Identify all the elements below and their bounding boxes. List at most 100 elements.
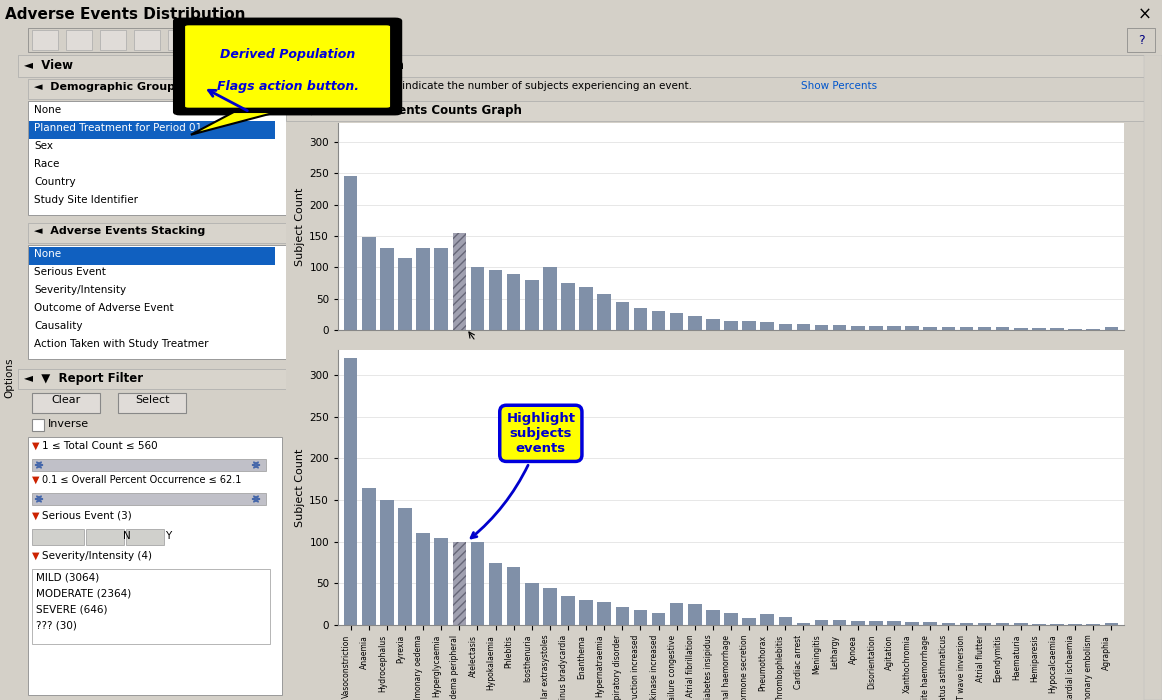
- Bar: [286, 55, 1145, 77]
- Bar: [1032, 624, 1046, 625]
- Text: ◄  View: ◄ View: [24, 59, 73, 72]
- Bar: [507, 567, 521, 625]
- Bar: [236, 30, 261, 50]
- Text: Action Taken with Study Treatmer: Action Taken with Study Treatmer: [34, 339, 208, 349]
- Text: Serious Event: Serious Event: [34, 267, 106, 277]
- Bar: [1127, 28, 1155, 52]
- Text: MODERATE (2364): MODERATE (2364): [36, 589, 131, 599]
- Text: Study Site Identifier: Study Site Identifier: [34, 195, 138, 205]
- Bar: [28, 101, 286, 215]
- Bar: [338, 30, 364, 50]
- Bar: [66, 30, 92, 50]
- Bar: [1086, 329, 1100, 330]
- Text: Outcome of Adverse Event: Outcome of Adverse Event: [34, 303, 173, 313]
- Bar: [941, 622, 955, 625]
- Bar: [363, 237, 375, 330]
- Bar: [435, 538, 449, 625]
- Bar: [941, 327, 955, 330]
- Bar: [706, 318, 719, 330]
- Text: Flags action button.: Flags action button.: [216, 80, 359, 93]
- Bar: [1014, 623, 1027, 625]
- Bar: [833, 325, 846, 330]
- Bar: [304, 30, 330, 50]
- Text: Serious Event (3): Serious Event (3): [42, 511, 131, 521]
- Bar: [760, 322, 774, 330]
- Bar: [1032, 328, 1046, 330]
- FancyBboxPatch shape: [185, 25, 390, 108]
- Text: Planned Treatment for Period 01: Planned Treatment for Period 01: [34, 123, 202, 133]
- Bar: [760, 614, 774, 625]
- Bar: [28, 223, 286, 243]
- Bar: [168, 30, 194, 50]
- Text: Sex: Sex: [34, 141, 53, 151]
- Text: ◄  ▼  Adverse Events Counts Graph: ◄ ▼ Adverse Events Counts Graph: [290, 104, 522, 117]
- Bar: [724, 612, 738, 625]
- Bar: [435, 248, 449, 330]
- Bar: [924, 327, 937, 330]
- Text: ??? (30): ??? (30): [36, 621, 77, 631]
- Bar: [1050, 624, 1063, 625]
- Bar: [33, 569, 270, 644]
- Bar: [851, 326, 865, 330]
- Bar: [996, 328, 1010, 330]
- Bar: [688, 604, 702, 625]
- Bar: [399, 258, 411, 330]
- Bar: [33, 30, 58, 50]
- Bar: [633, 308, 647, 330]
- Bar: [1050, 328, 1063, 330]
- Bar: [743, 321, 756, 330]
- Text: Adverse Events Distribution: Adverse Events Distribution: [5, 7, 245, 22]
- Text: ◄  Demographic Grouping: ◄ Demographic Grouping: [34, 82, 194, 92]
- Bar: [851, 621, 865, 625]
- Bar: [452, 542, 466, 625]
- Bar: [797, 323, 810, 330]
- Bar: [652, 612, 666, 625]
- Bar: [960, 327, 974, 330]
- Bar: [416, 248, 430, 330]
- Text: SEVERE (646): SEVERE (646): [36, 605, 108, 615]
- Bar: [452, 233, 466, 330]
- Bar: [86, 529, 124, 545]
- Bar: [28, 437, 282, 695]
- Text: Clear: Clear: [51, 395, 80, 405]
- Bar: [597, 602, 611, 625]
- Bar: [869, 326, 883, 330]
- Bar: [17, 55, 286, 77]
- Text: ▼: ▼: [33, 441, 40, 451]
- Bar: [33, 493, 266, 505]
- Bar: [669, 313, 683, 330]
- Bar: [525, 583, 538, 625]
- Bar: [977, 622, 991, 625]
- Bar: [507, 274, 521, 330]
- Bar: [743, 618, 756, 625]
- Text: Select: Select: [135, 395, 170, 405]
- Bar: [1105, 623, 1118, 625]
- Bar: [286, 101, 1145, 121]
- Bar: [1014, 328, 1027, 330]
- Bar: [380, 500, 394, 625]
- Text: Highlight
subjects
events: Highlight subjects events: [471, 412, 575, 538]
- Bar: [33, 419, 44, 431]
- Bar: [202, 30, 228, 50]
- Bar: [344, 358, 358, 625]
- Bar: [33, 529, 84, 545]
- Text: 0.1 ≤ Overall Percent Occurrence ≤ 62.1: 0.1 ≤ Overall Percent Occurrence ≤ 62.1: [42, 475, 242, 485]
- Text: Country: Country: [34, 177, 76, 187]
- Bar: [525, 280, 538, 330]
- Bar: [724, 321, 738, 330]
- Text: ◄  Counts Graph: ◄ Counts Graph: [290, 59, 404, 72]
- Bar: [29, 247, 275, 265]
- Text: Options: Options: [3, 357, 14, 398]
- Bar: [580, 287, 593, 330]
- Bar: [905, 326, 919, 330]
- Bar: [471, 267, 485, 330]
- Y-axis label: Subject Count: Subject Count: [295, 448, 306, 526]
- Bar: [28, 79, 286, 99]
- Text: Show Percents: Show Percents: [801, 81, 877, 91]
- Bar: [17, 369, 286, 389]
- Bar: [1068, 329, 1082, 330]
- Bar: [28, 28, 388, 52]
- Y-axis label: Subject Count: Subject Count: [295, 188, 306, 266]
- Bar: [100, 30, 125, 50]
- Bar: [489, 563, 502, 625]
